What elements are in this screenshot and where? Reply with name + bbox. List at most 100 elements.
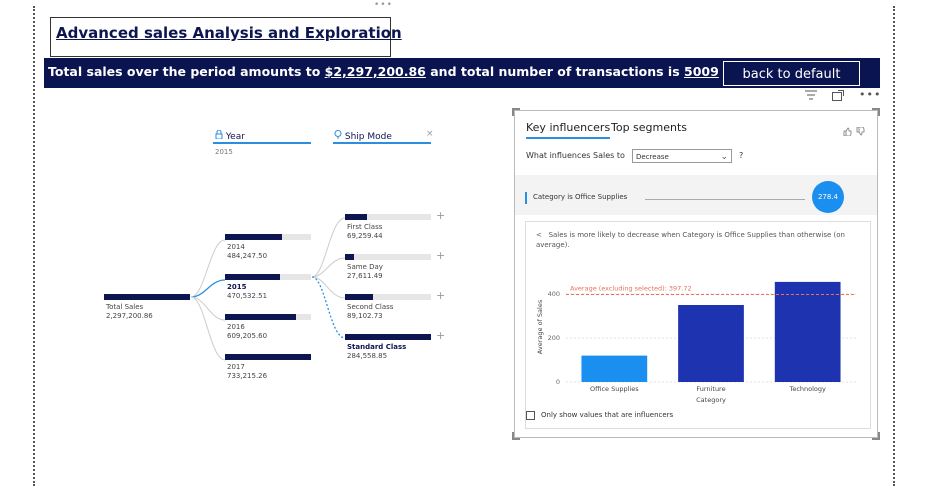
year-level-header[interactable]: Year 2015	[215, 129, 245, 156]
resize-handle[interactable]	[512, 108, 520, 116]
bar-fill	[225, 314, 296, 320]
expand-plus-icon[interactable]: +	[436, 329, 446, 342]
banner-prefix: Total sales over the period amounts to	[48, 64, 325, 79]
bar	[774, 281, 841, 382]
year-label: Year	[225, 132, 245, 142]
node-name: 2014	[227, 243, 245, 251]
resize-handle[interactable]	[872, 432, 880, 440]
influencer-explanation: < Sales is more likely to decrease when …	[536, 230, 856, 250]
tab-key-influencers[interactable]: Key influencers	[526, 121, 611, 139]
chevron-down-icon: ⌄	[720, 152, 728, 162]
shipmode-header-underline	[333, 142, 431, 144]
node-name: Total Sales	[106, 303, 144, 311]
bar-track	[345, 214, 431, 220]
key-influencers-visual[interactable]: Key influencers Top segments What influe…	[512, 108, 880, 440]
influencer-label: Category is Office Supplies	[533, 193, 628, 201]
node-label: 2016 609,205.60	[227, 323, 267, 341]
x-tick-label: Furniture	[696, 385, 725, 393]
x-tick-label: Technology	[788, 385, 826, 393]
node-value: 484,247.50	[227, 252, 268, 260]
node-name: 2017	[227, 363, 245, 371]
node-label: 2015 470,532.51	[227, 283, 267, 301]
dropdown-value: Decrease	[636, 153, 669, 161]
analysis-target-dropdown[interactable]: Decrease ⌄	[632, 149, 732, 163]
bar-fill	[225, 274, 280, 280]
y-tick-label: 200	[548, 334, 560, 342]
banner-total: $2,297,200.86	[324, 64, 426, 79]
node-value: 2,297,200.86	[106, 312, 153, 320]
more-options-icon[interactable]: •••	[859, 88, 882, 101]
thumbs-up-icon[interactable]	[843, 121, 852, 140]
tab-top-segments[interactable]: Top segments	[611, 121, 688, 134]
shipmode-label: Ship Mode	[344, 132, 392, 142]
explanation-text: Sales is more likely to decrease when Ca…	[536, 231, 845, 249]
node-label: 2014 484,247.50	[227, 243, 267, 261]
bar-fill	[345, 334, 431, 340]
node-value: 609,205.60	[227, 332, 268, 340]
expand-plus-icon[interactable]: +	[436, 289, 446, 302]
node-value: 27,611.49	[347, 272, 383, 280]
lightbulb-icon	[334, 130, 345, 142]
influencer-bar-chart: 0 200 400 Average of Sales Office Supplies Fu…	[536, 281, 856, 404]
bar-fill	[345, 254, 354, 260]
node-value: 89,102.73	[347, 312, 383, 320]
node-name: Second Class	[347, 303, 394, 311]
lock-icon	[215, 129, 226, 142]
bar-fill	[345, 294, 373, 300]
influencer-row[interactable]: Category is Office Supplies 278.4	[515, 175, 877, 215]
node-label: Total Sales 2,297,200.86	[106, 303, 153, 321]
resize-handle[interactable]	[512, 432, 520, 440]
bar-fill	[225, 234, 282, 240]
influencer-detail-panel: < Sales is more likely to decrease when …	[525, 221, 871, 429]
question-label: What influences Sales to	[526, 151, 625, 160]
node-label: Second Class 89,102.73	[347, 303, 393, 321]
more-options-dots[interactable]: •••	[374, 0, 393, 10]
thumbs-down-icon[interactable]	[856, 121, 865, 140]
year-header-underline	[213, 142, 311, 144]
year-value: 2015	[215, 148, 233, 156]
node-value: 733,215.26	[227, 372, 268, 380]
node-name: First Class	[347, 223, 383, 231]
title-box: Advanced sales Analysis and Exploration	[50, 17, 402, 57]
report-canvas-border	[33, 6, 895, 486]
node-label: 2017 733,215.26	[227, 363, 267, 381]
shipmode-level-header[interactable]: Ship Mode	[334, 130, 392, 142]
influencer-connector	[645, 199, 805, 200]
expand-plus-icon[interactable]: +	[436, 249, 446, 262]
node-label: First Class 69,259.44	[347, 223, 383, 241]
node-name: Standard Class	[347, 343, 407, 351]
summary-text: Total sales over the period amounts to $…	[48, 64, 719, 79]
node-name: 2016	[227, 323, 245, 331]
influencers-only-checkbox[interactable]	[526, 411, 535, 420]
node-value: 284,558.85	[347, 352, 388, 360]
banner-count: 5009	[684, 64, 719, 79]
bar	[581, 355, 648, 382]
node-name: Same Day	[347, 263, 383, 271]
bar-track	[345, 294, 431, 300]
average-label: Average (excluding selected): 397.72	[570, 285, 692, 293]
filter-icon[interactable]	[805, 90, 817, 103]
back-icon[interactable]: <	[536, 231, 542, 239]
help-icon[interactable]: ?	[739, 151, 744, 160]
influencer-value-bubble: 278.4	[812, 181, 844, 213]
node-name: 2015	[227, 283, 247, 291]
selection-indicator	[525, 192, 527, 204]
resize-handle[interactable]	[872, 108, 880, 116]
back-to-default-button[interactable]: back to default	[723, 61, 860, 86]
close-icon[interactable]: ×	[426, 129, 434, 139]
node-label: Standard Class 284,558.85	[347, 343, 406, 361]
bar-fill	[345, 214, 367, 220]
page-title: Advanced sales Analysis and Exploration	[56, 24, 402, 42]
x-axis-label: Category	[696, 396, 726, 404]
bar	[678, 305, 744, 382]
focus-mode-icon[interactable]	[832, 90, 844, 104]
bar-track	[345, 254, 431, 260]
node-label: Same Day 27,611.49	[347, 263, 383, 281]
node-value: 69,259.44	[347, 232, 383, 240]
expand-plus-icon[interactable]: +	[436, 209, 446, 222]
bar-fill	[104, 294, 190, 300]
influencers-only-label: Only show values that are influencers	[541, 411, 674, 419]
bar-fill	[225, 354, 311, 360]
y-tick-label: 400	[548, 290, 560, 298]
